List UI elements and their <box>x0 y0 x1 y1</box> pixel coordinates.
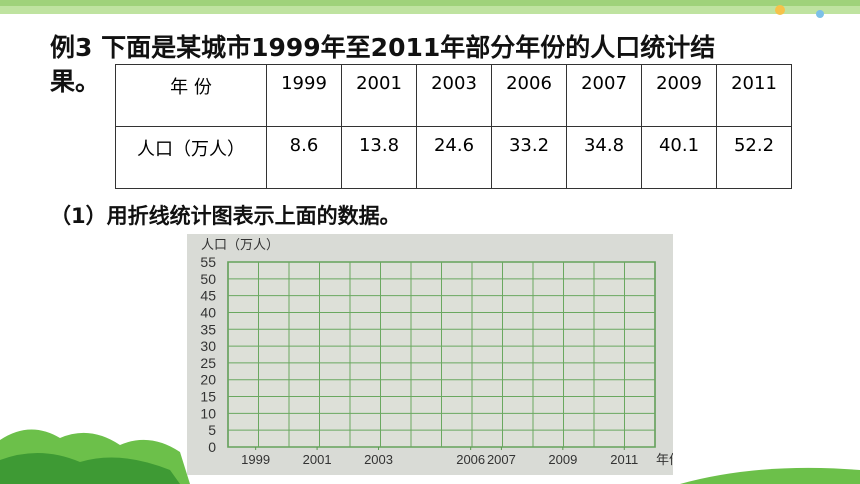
y-tick-label: 0 <box>208 439 216 455</box>
value-row: 人口（万人） 8.6 13.8 24.6 33.2 34.8 40.1 52.2 <box>115 126 792 189</box>
x-tick-label: 2007 <box>487 452 516 467</box>
x-tick-label: 1999 <box>241 452 270 467</box>
header-cell: 2001 <box>341 64 417 127</box>
y-tick-label: 40 <box>200 304 216 320</box>
x-tick-label: 2001 <box>303 452 332 467</box>
value-cell: 13.8 <box>341 126 417 189</box>
header-cell: 2009 <box>641 64 717 127</box>
question: （1）用折线统计图表示上面的数据。 <box>50 204 401 228</box>
header-row: 年 份 1999 2001 2003 2006 2007 2009 2011 <box>115 64 792 127</box>
x-tick-label: 2003 <box>364 452 393 467</box>
value-cell: 人口（万人） <box>115 126 267 189</box>
x-axis-label: 年份 <box>656 452 673 467</box>
value-cell: 8.6 <box>266 126 342 189</box>
x-tick-label: 2009 <box>548 452 577 467</box>
value-cell: 52.2 <box>716 126 792 189</box>
y-tick-label: 20 <box>200 372 216 388</box>
y-tick-label: 35 <box>200 321 216 337</box>
x-tick-label: 2011 <box>610 452 638 467</box>
y-tick-label: 55 <box>200 254 216 270</box>
y-tick-label: 25 <box>200 355 216 371</box>
header-cell: 2011 <box>716 64 792 127</box>
header-cell: 年 份 <box>115 64 267 127</box>
y-axis-label: 人口（万人） <box>201 237 279 252</box>
header-cell: 2003 <box>416 64 492 127</box>
y-tick-label: 10 <box>200 405 216 421</box>
header-cell: 2007 <box>566 64 642 127</box>
value-cell: 40.1 <box>641 126 717 189</box>
y-tick-label: 50 <box>200 271 216 287</box>
y-tick-label: 15 <box>200 389 216 405</box>
value-cell: 24.6 <box>416 126 492 189</box>
header-cell: 2006 <box>491 64 567 127</box>
y-tick-label: 30 <box>200 338 216 354</box>
value-cell: 33.2 <box>491 126 567 189</box>
title: 例3 下面是某城市1999年至2011年部分年份的人口统计结 <box>50 33 716 62</box>
y-tick-label: 5 <box>208 422 216 438</box>
y-tick-label: 45 <box>200 288 216 304</box>
header-cell: 1999 <box>266 64 342 127</box>
title: 果。 <box>50 67 101 96</box>
x-tick-label: 2006 <box>456 452 485 467</box>
data-table: 年 份 1999 2001 2003 2006 2007 2009 2011 人口（万人） 8.… <box>115 64 792 189</box>
value-cell: 34.8 <box>566 126 642 189</box>
